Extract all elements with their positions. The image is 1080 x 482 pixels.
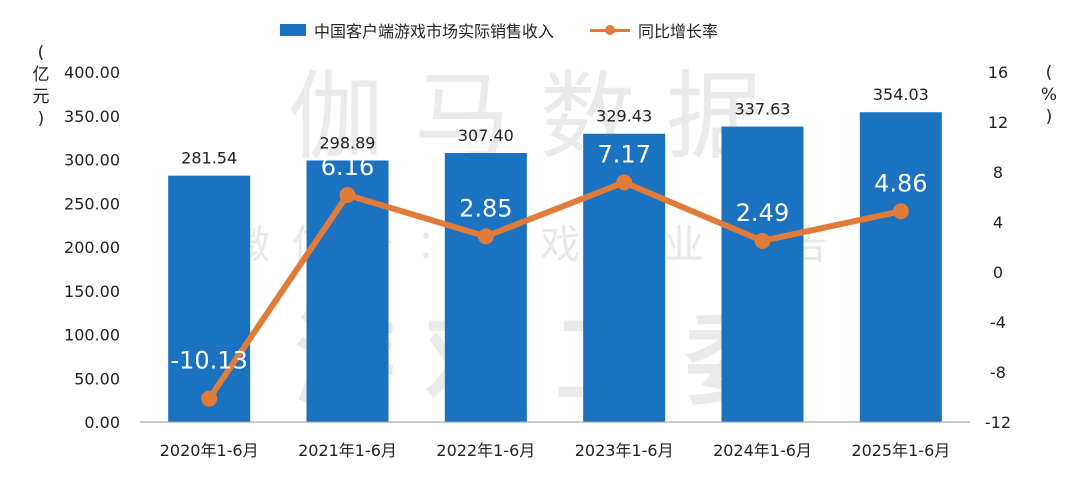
growth-point bbox=[201, 390, 218, 407]
growth-point bbox=[754, 232, 771, 249]
growth-point bbox=[339, 187, 356, 203]
legend-swatch-revenue bbox=[280, 24, 306, 36]
left-axis-unit-char-2: 元 bbox=[32, 87, 50, 107]
legend-label-revenue: 中国客户端游戏市场实际销售收入 bbox=[314, 22, 555, 41]
left-axis-unit: ( 亿 元 ) bbox=[30, 42, 52, 130]
right-axis-unit: ( % ) bbox=[1038, 62, 1060, 128]
bar-value-label: 307.40 bbox=[458, 126, 514, 145]
growth-point bbox=[892, 203, 909, 220]
left-tick-label: 0.00 bbox=[84, 413, 120, 432]
growth-point bbox=[616, 174, 633, 191]
bar-value-label: 281.54 bbox=[181, 149, 237, 168]
x-tick-label: 2020年1-6月 bbox=[160, 441, 259, 460]
x-tick-label: 2022年1-6月 bbox=[436, 441, 535, 460]
growth-value-label: 6.16 bbox=[321, 153, 374, 181]
x-tick-label: 2023年1-6月 bbox=[575, 441, 674, 460]
left-tick-label: 400.00 bbox=[64, 63, 120, 82]
bar-value-label: 337.63 bbox=[735, 100, 791, 119]
left-tick-label: 350.00 bbox=[64, 107, 120, 126]
right-tick-label: 8 bbox=[993, 163, 1003, 182]
right-tick-label: -12 bbox=[985, 413, 1011, 432]
x-tick-label: 2025年1-6月 bbox=[851, 441, 950, 460]
bar bbox=[168, 175, 251, 422]
x-tick-label: 2024年1-6月 bbox=[713, 441, 812, 460]
bar bbox=[859, 112, 942, 422]
right-tick-label: 4 bbox=[993, 213, 1003, 232]
right-tick-label: -8 bbox=[990, 363, 1006, 382]
right-axis-unit-open: ( bbox=[1045, 63, 1053, 83]
left-tick-label: 150.00 bbox=[64, 282, 120, 301]
left-tick-label: 50.00 bbox=[74, 369, 120, 388]
right-axis-unit-char: % bbox=[1040, 85, 1058, 105]
right-tick-label: -4 bbox=[990, 313, 1006, 332]
legend-item-growth: 同比增长率 bbox=[590, 18, 718, 42]
growth-value-label: 2.49 bbox=[736, 199, 789, 227]
right-tick-label: 12 bbox=[988, 113, 1008, 132]
legend-label-growth: 同比增长率 bbox=[638, 22, 719, 41]
chart-legend: 中国客户端游戏市场实际销售收入 同比增长率 bbox=[280, 18, 718, 42]
bar-value-label: 354.03 bbox=[873, 85, 929, 104]
x-tick-label: 2021年1-6月 bbox=[298, 441, 397, 460]
left-tick-label: 200.00 bbox=[64, 238, 120, 257]
bar bbox=[721, 126, 804, 422]
legend-item-revenue: 中国客户端游戏市场实际销售收入 bbox=[280, 18, 554, 42]
left-tick-label: 300.00 bbox=[64, 151, 120, 170]
bar-value-label: 298.89 bbox=[320, 133, 376, 152]
growth-value-label: -10.13 bbox=[170, 347, 247, 375]
bar bbox=[444, 153, 527, 422]
growth-value-label: 2.85 bbox=[459, 194, 512, 222]
right-axis-unit-close: ) bbox=[1045, 107, 1053, 127]
left-tick-label: 100.00 bbox=[64, 326, 120, 345]
left-axis-unit-open: ( bbox=[37, 43, 45, 63]
right-tick-label: 0 bbox=[993, 263, 1003, 282]
left-axis-unit-close: ) bbox=[37, 109, 45, 129]
legend-swatch-growth bbox=[590, 24, 631, 36]
growth-value-label: 4.86 bbox=[874, 169, 927, 197]
bar-value-label: 329.43 bbox=[596, 107, 652, 126]
growth-point bbox=[477, 228, 494, 245]
left-tick-label: 250.00 bbox=[64, 194, 120, 213]
left-axis-unit-char-1: 亿 bbox=[32, 65, 50, 85]
right-tick-label: 16 bbox=[988, 63, 1008, 82]
growth-line bbox=[206, 179, 904, 402]
growth-value-label: 7.17 bbox=[597, 140, 650, 168]
